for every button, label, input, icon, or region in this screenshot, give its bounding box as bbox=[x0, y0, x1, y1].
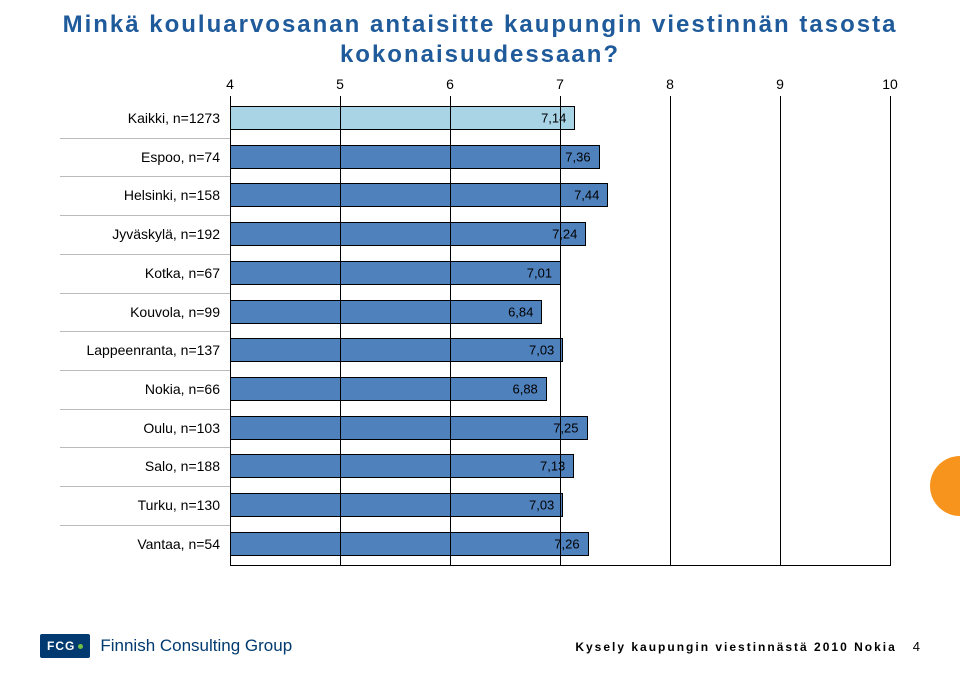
category-label: Helsinki, n=158 bbox=[60, 181, 230, 209]
category-label: Lappeenranta, n=137 bbox=[60, 336, 230, 364]
logo: FCG Finnish Consulting Group bbox=[40, 634, 292, 658]
bar-value-label: 7,13 bbox=[540, 459, 565, 474]
row-separator bbox=[60, 447, 230, 448]
grid-line bbox=[340, 96, 341, 566]
bar: 7,13 bbox=[230, 454, 574, 478]
bar: 6,84 bbox=[230, 300, 542, 324]
grid-line bbox=[230, 96, 231, 566]
grid-line bbox=[890, 96, 891, 566]
bar-value-label: 6,84 bbox=[508, 304, 533, 319]
logo-company: Finnish Consulting Group bbox=[100, 636, 292, 656]
slide: Minkä kouluarvosanan antaisitte kaupungi… bbox=[0, 0, 960, 676]
footer-right: Kysely kaupungin viestinnästä 2010 Nokia… bbox=[575, 639, 920, 654]
footer: FCG Finnish Consulting Group Kysely kaup… bbox=[40, 634, 920, 658]
category-label: Oulu, n=103 bbox=[60, 414, 230, 442]
bar-value-label: 7,44 bbox=[574, 188, 599, 203]
bar: 7,26 bbox=[230, 532, 589, 556]
grid-line bbox=[670, 96, 671, 566]
bar-value-label: 7,03 bbox=[529, 343, 554, 358]
category-label: Jyväskylä, n=192 bbox=[60, 220, 230, 248]
bar: 7,44 bbox=[230, 183, 608, 207]
logo-badge: FCG bbox=[40, 634, 90, 658]
row-separator bbox=[60, 215, 230, 216]
bar-value-label: 6,88 bbox=[512, 382, 537, 397]
category-label: Kouvola, n=99 bbox=[60, 298, 230, 326]
bar: 6,88 bbox=[230, 377, 547, 401]
row-separator bbox=[60, 525, 230, 526]
grid-line bbox=[450, 96, 451, 566]
bar: 7,14 bbox=[230, 106, 575, 130]
page-number: 4 bbox=[913, 639, 920, 654]
bar-value-label: 7,25 bbox=[553, 420, 578, 435]
category-label: Espoo, n=74 bbox=[60, 143, 230, 171]
x-tick-label: 4 bbox=[226, 76, 234, 92]
row-separator bbox=[60, 331, 230, 332]
row-separator bbox=[60, 293, 230, 294]
accent-circle bbox=[930, 456, 960, 516]
x-tick-label: 7 bbox=[556, 76, 564, 92]
bar: 7,03 bbox=[230, 493, 563, 517]
bar-value-label: 7,01 bbox=[527, 265, 552, 280]
row-separator bbox=[60, 138, 230, 139]
bar-value-label: 7,14 bbox=[541, 111, 566, 126]
row-separator bbox=[60, 176, 230, 177]
bar: 7,25 bbox=[230, 416, 588, 440]
grid-line bbox=[560, 96, 561, 566]
bar-value-label: 7,26 bbox=[554, 536, 579, 551]
grid-line bbox=[780, 96, 781, 566]
bar: 7,01 bbox=[230, 261, 561, 285]
bar-chart: Kaikki, n=1273 7,14 Espoo, n=74 7,36 Helsink… bbox=[60, 96, 900, 566]
category-label: Salo, n=188 bbox=[60, 452, 230, 480]
category-label: Kaikki, n=1273 bbox=[60, 104, 230, 132]
bar-value-label: 7,24 bbox=[552, 227, 577, 242]
x-tick-label: 8 bbox=[666, 76, 674, 92]
bar-value-label: 7,03 bbox=[529, 498, 554, 513]
category-label: Kotka, n=67 bbox=[60, 259, 230, 287]
x-tick-label: 10 bbox=[882, 76, 898, 92]
bar-value-label: 7,36 bbox=[565, 149, 590, 164]
x-tick-label: 9 bbox=[776, 76, 784, 92]
row-separator bbox=[60, 370, 230, 371]
bar: 7,24 bbox=[230, 222, 586, 246]
category-label: Nokia, n=66 bbox=[60, 375, 230, 403]
slide-title: Minkä kouluarvosanan antaisitte kaupungi… bbox=[0, 0, 960, 70]
row-separator bbox=[60, 254, 230, 255]
row-separator bbox=[60, 486, 230, 487]
row-separator bbox=[60, 409, 230, 410]
x-tick-label: 6 bbox=[446, 76, 454, 92]
footer-text: Kysely kaupungin viestinnästä 2010 Nokia bbox=[575, 640, 896, 654]
x-tick-label: 5 bbox=[336, 76, 344, 92]
logo-dot bbox=[78, 644, 83, 649]
plot-area: Kaikki, n=12737,14Espoo, n=747,36Helsink… bbox=[230, 96, 890, 566]
category-label: Turku, n=130 bbox=[60, 491, 230, 519]
logo-badge-text: FCG bbox=[47, 639, 75, 653]
bar: 7,36 bbox=[230, 145, 600, 169]
bar: 7,03 bbox=[230, 338, 563, 362]
category-label: Vantaa, n=54 bbox=[60, 530, 230, 558]
